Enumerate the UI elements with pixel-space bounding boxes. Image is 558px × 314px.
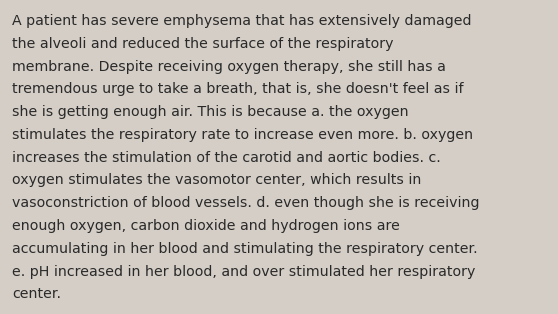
Text: increases the stimulation of the carotid and aortic bodies. c.: increases the stimulation of the carotid… [12, 151, 441, 165]
Text: center.: center. [12, 287, 61, 301]
Text: oxygen stimulates the vasomotor center, which results in: oxygen stimulates the vasomotor center, … [12, 174, 422, 187]
Text: accumulating in her blood and stimulating the respiratory center.: accumulating in her blood and stimulatin… [12, 242, 478, 256]
Text: she is getting enough air. This is because a. the oxygen: she is getting enough air. This is becau… [12, 105, 409, 119]
Text: the alveoli and reduced the surface of the respiratory: the alveoli and reduced the surface of t… [12, 37, 394, 51]
Text: tremendous urge to take a breath, that is, she doesn't feel as if: tremendous urge to take a breath, that i… [12, 82, 464, 96]
Text: A patient has severe emphysema that has extensively damaged: A patient has severe emphysema that has … [12, 14, 472, 28]
Text: vasoconstriction of blood vessels. d. even though she is receiving: vasoconstriction of blood vessels. d. ev… [12, 196, 480, 210]
Text: e. pH increased in her blood, and over stimulated her respiratory: e. pH increased in her blood, and over s… [12, 265, 475, 279]
Text: membrane. Despite receiving oxygen therapy, she still has a: membrane. Despite receiving oxygen thera… [12, 60, 446, 74]
Text: enough oxygen, carbon dioxide and hydrogen ions are: enough oxygen, carbon dioxide and hydrog… [12, 219, 400, 233]
Text: stimulates the respiratory rate to increase even more. b. oxygen: stimulates the respiratory rate to incre… [12, 128, 473, 142]
